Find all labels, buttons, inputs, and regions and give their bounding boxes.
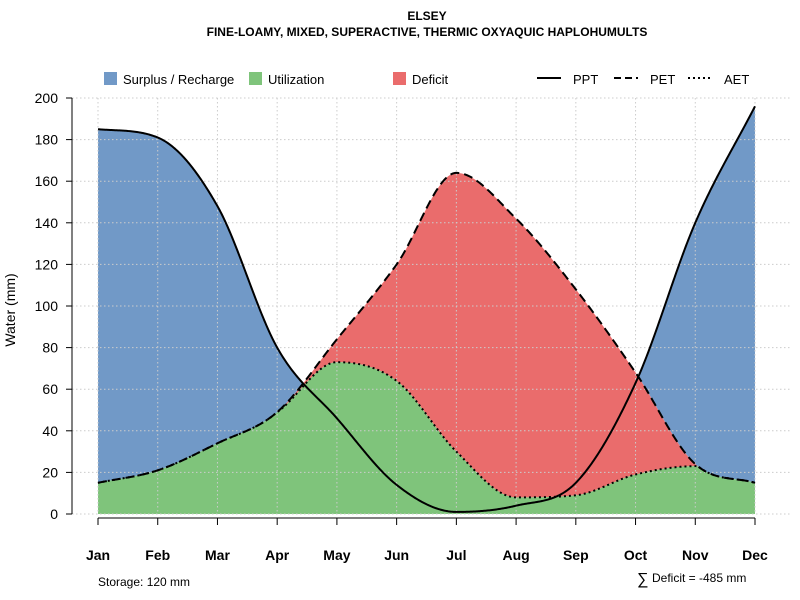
y-tick-label: 100 xyxy=(35,298,59,314)
y-tick-label: 200 xyxy=(35,90,59,106)
legend-swatch xyxy=(249,72,262,85)
x-tick-label: Jul xyxy=(446,547,466,563)
legend: Surplus / Recharge Utilization Deficit PPT P… xyxy=(104,72,749,87)
legend-label: PPT xyxy=(573,72,598,87)
x-tick-label: Feb xyxy=(145,547,170,563)
legend-label: Surplus / Recharge xyxy=(123,72,234,87)
y-tick-label: 160 xyxy=(35,173,59,189)
legend-label: AET xyxy=(724,72,749,87)
deficit-annotation: Deficit = -485 mm xyxy=(652,571,746,585)
y-tick-label: 60 xyxy=(42,381,58,397)
x-tick-label: Apr xyxy=(265,547,290,563)
y-tick-label: 40 xyxy=(42,423,58,439)
series-line-aet xyxy=(97,361,756,499)
x-tick-label: Mar xyxy=(205,547,230,563)
x-tick-label: Nov xyxy=(682,547,709,563)
chart-subtitle: FINE-LOAMY, MIXED, SUPERACTIVE, THERMIC … xyxy=(207,25,648,39)
legend-label: Utilization xyxy=(268,72,324,87)
y-tick-label: 0 xyxy=(50,506,58,522)
x-tick-label: Jan xyxy=(86,547,110,563)
x-tick-label: Sep xyxy=(563,547,589,563)
chart-title: ELSEY xyxy=(407,9,446,23)
legend-swatch xyxy=(104,72,117,85)
y-tick-label: 120 xyxy=(35,256,59,272)
y-tick-label: 20 xyxy=(42,464,58,480)
plot-area: 0 20 40 60 80 100 120 140 160 180 200 Jan Feb Mar Apr M… xyxy=(35,90,790,563)
y-tick-label: 140 xyxy=(35,215,59,231)
x-tick-label: May xyxy=(323,547,350,563)
storage-annotation: Storage: 120 mm xyxy=(98,575,190,589)
x-tick-label: Dec xyxy=(742,547,768,563)
x-tick-label: Aug xyxy=(502,547,529,563)
surplus-area xyxy=(98,106,755,483)
x-tick-label: Oct xyxy=(624,547,648,563)
deficit-area xyxy=(98,172,755,498)
deficit-sum-icon: ∑ xyxy=(637,571,648,588)
legend-swatch xyxy=(393,72,406,85)
y-tick-label: 80 xyxy=(42,340,58,356)
series-line-ppt xyxy=(97,105,756,513)
utilization-area xyxy=(98,362,755,514)
legend-label: Deficit xyxy=(412,72,449,87)
y-axis-label: Water (mm) xyxy=(2,273,18,346)
x-tick-label: Jun xyxy=(384,547,409,563)
legend-label: PET xyxy=(650,72,675,87)
y-tick-label: 180 xyxy=(35,132,59,148)
